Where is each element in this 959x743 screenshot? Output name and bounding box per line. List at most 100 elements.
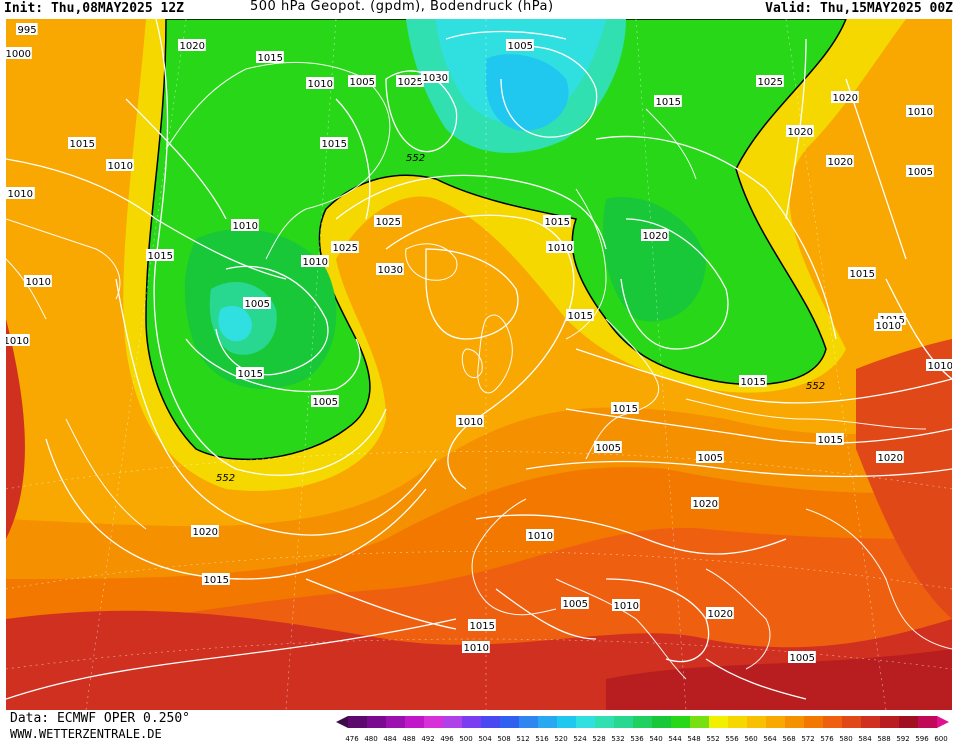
isobar-label: 1020 — [828, 157, 853, 168]
isobar-label: 1015 — [470, 621, 495, 632]
colorbar-tick-label: 572 — [801, 735, 815, 743]
isobar-label-bg — [306, 77, 334, 89]
isobar-label: 1010 — [928, 361, 953, 372]
colorbar-tick-label: 536 — [630, 735, 644, 743]
isobar-label: 1025 — [758, 77, 783, 88]
colorbar-arrow-left — [336, 716, 348, 728]
isobar-label: 1015 — [148, 251, 173, 262]
isobar-label: 1020 — [708, 609, 733, 620]
isobar-label: 1005 — [790, 653, 815, 664]
colorbar-swatch — [690, 716, 710, 728]
isobar-label: 1020 — [788, 127, 813, 138]
color-scale-bar — [336, 716, 949, 728]
isobar-label: 1010 — [458, 417, 483, 428]
color-scale-legend: 476 480 484 488 492 496 500 504 508 512 516 520 524 5… — [336, 714, 956, 743]
data-source: Data: ECMWF OPER 0.250° — [10, 711, 191, 726]
isobar-label-bg — [926, 359, 952, 371]
colorbar-tick-label: 520 — [554, 735, 568, 743]
colorbar-swatch — [519, 716, 539, 728]
isobar-label-bg — [178, 39, 206, 51]
colorbar-tick-label: 512 — [516, 735, 530, 743]
geopotential-map: 552 552 552 — [6, 19, 952, 710]
isobar-label-bg — [906, 105, 934, 117]
colorbar-swatch — [614, 716, 634, 728]
isobar-label: 995 — [18, 25, 37, 36]
isobar-label-bg — [696, 451, 724, 463]
colorbar-tick-label: 600 — [934, 735, 948, 743]
colorbar-tick-label: 588 — [877, 735, 891, 743]
colorbar-tick-label: 544 — [668, 735, 682, 743]
colorbar-tick-label: 492 — [421, 735, 435, 743]
contour-label-552-b: 552 — [406, 153, 425, 164]
isobar-label: 1025 — [398, 77, 423, 88]
isobar-label: 1010 — [908, 107, 933, 118]
colorbar-tick-label: 556 — [725, 735, 739, 743]
weather-map: 552 552 552 — [6, 19, 952, 710]
coastlines — [6, 61, 952, 680]
isobar-label-bg — [468, 619, 496, 631]
colorbar-swatch — [576, 716, 596, 728]
high-lat-eye — [486, 54, 569, 131]
field-592 — [606, 649, 952, 710]
isobar-label: 1030 — [378, 265, 403, 276]
isobar-label-bg — [320, 137, 348, 149]
isobar-label-bg — [146, 249, 174, 261]
colorbar-tick-label: 552 — [706, 735, 720, 743]
colorbar-swatch — [652, 716, 672, 728]
isobar-label: 1005 — [313, 397, 338, 408]
colorbar-swatch — [880, 716, 900, 728]
isobar-label-bg — [826, 155, 854, 167]
isobar-label: 1015 — [568, 311, 593, 322]
isobar-label: 1015 — [741, 377, 766, 388]
colorbar-tick-label: 480 — [364, 735, 378, 743]
isobar-label-bg — [788, 651, 816, 663]
footer-bar: Data: ECMWF OPER 0.250° WWW.WETTERZENTRA… — [0, 710, 959, 743]
isobar-label-bg — [831, 91, 859, 103]
colorbar-swatch — [557, 716, 577, 728]
isobar-label-bg — [786, 125, 814, 137]
isobar-label-bg — [68, 137, 96, 149]
isobar-label-bg — [106, 159, 134, 171]
isobar-label: 1015 — [70, 139, 95, 150]
field-584-west — [6, 319, 25, 539]
colorbar-swatch — [443, 716, 463, 728]
isobar-label-bg — [231, 219, 259, 231]
isobar-label: 1020 — [833, 93, 858, 104]
isobar-label-bg — [202, 573, 230, 585]
colorbar-swatch — [500, 716, 520, 728]
valid-time: Valid: Thu,15MAY2025 00Z — [765, 1, 953, 16]
isobar-label-bg — [24, 275, 52, 287]
colorbar-swatch — [405, 716, 425, 728]
isobar-label-bg — [421, 71, 449, 83]
isobars — [6, 19, 952, 700]
colorbar-swatch — [386, 716, 406, 728]
isobar-label-bg — [236, 367, 264, 379]
isobar-label-bg — [526, 529, 554, 541]
colorbar-swatch — [462, 716, 482, 728]
isobar-label-bg — [874, 319, 902, 331]
isobar-label-bg — [376, 263, 404, 275]
colorbar-tick-label: 484 — [383, 735, 397, 743]
isobar-label: 1005 — [908, 167, 933, 178]
colorbar-swatch — [785, 716, 805, 728]
colorbar-tick-label: 496 — [440, 735, 454, 743]
colorbar-tick-label: 532 — [611, 735, 625, 743]
colorbar-swatch — [424, 716, 444, 728]
colorbar-swatch — [538, 716, 558, 728]
contour-label-552-c: 552 — [806, 381, 825, 392]
isobar-label: 1010 — [233, 221, 258, 232]
isobar-label: 1015 — [850, 269, 875, 280]
colorbar-swatch — [804, 716, 824, 728]
isobar-label-bg — [906, 165, 934, 177]
isobar-label: 1005 — [350, 77, 375, 88]
isobar-label-bg — [243, 297, 271, 309]
colorbar-tick-label: 524 — [573, 735, 587, 743]
website-link[interactable]: WWW.WETTERZENTRALE.DE — [10, 727, 162, 741]
isobar-label: 1015 — [545, 217, 570, 228]
low-eye-west — [218, 305, 252, 342]
colorbar-swatch — [671, 716, 691, 728]
colorbar-swatch — [861, 716, 881, 728]
isobar-label-bg — [6, 187, 34, 199]
isobar-label: 1010 — [303, 257, 328, 268]
